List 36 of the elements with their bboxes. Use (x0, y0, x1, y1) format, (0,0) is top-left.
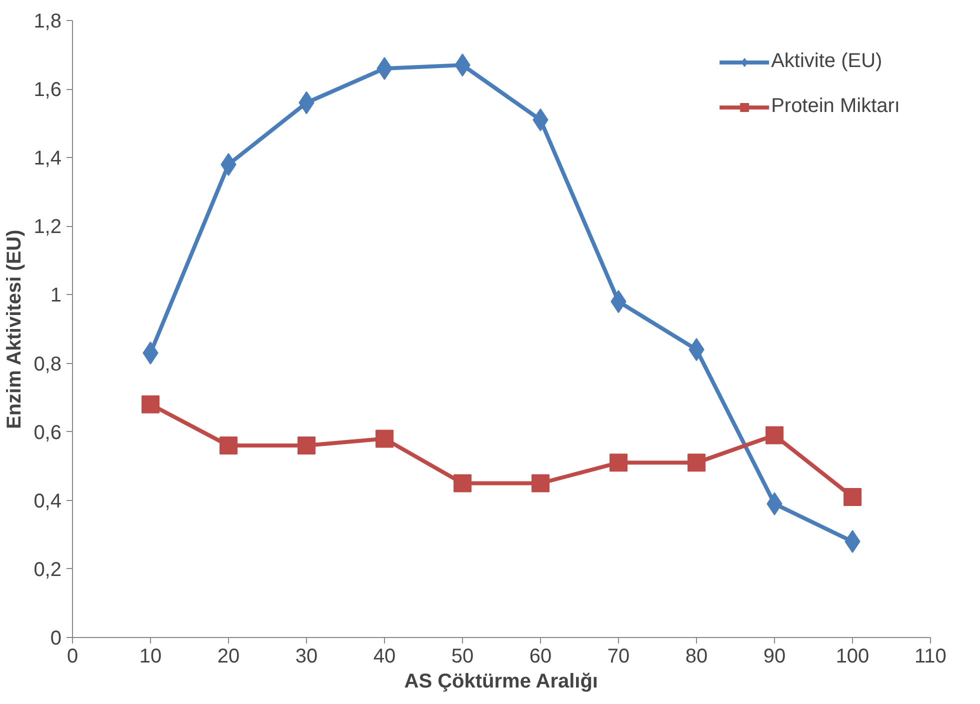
y-tick-label: 0,2 (34, 558, 62, 581)
x-tick-label: 30 (295, 646, 318, 668)
y-tick-label: 1,4 (34, 148, 62, 170)
x-tick-label: 10 (139, 646, 162, 668)
x-tick-label: 100 (836, 646, 870, 668)
legend-label: Aktivite (EU) (771, 50, 882, 73)
x-tick-label: 70 (607, 646, 630, 668)
y-tick-label: 0,6 (34, 422, 62, 444)
x-tick-label: 50 (451, 646, 474, 668)
x-tick-label: 80 (685, 646, 708, 668)
x-tick-label: 60 (529, 646, 552, 668)
point (220, 436, 238, 455)
point (688, 454, 706, 472)
y-tick-label: 0,8 (34, 353, 62, 376)
y-tick-label: 0,4 (34, 490, 62, 512)
x-tick-label: 0 (66, 646, 78, 668)
point (142, 395, 160, 414)
point (610, 454, 628, 472)
legend-label: Protein Miktarı (771, 95, 900, 118)
x-tick-label: 90 (763, 646, 786, 668)
point (298, 436, 316, 455)
x-tick-label: 40 (373, 646, 396, 668)
point (844, 488, 862, 506)
point (376, 430, 394, 448)
y-tick-label: 1,6 (34, 79, 62, 102)
point (766, 426, 784, 444)
y-tick-label: 1,8 (34, 10, 62, 32)
y-tick-label: 0 (50, 628, 62, 650)
y-tick-label: 1 (50, 284, 62, 307)
x-tick-label: 110 (914, 646, 946, 668)
point (532, 474, 550, 492)
y-axis-title: Enzim Aktivitesi (EU) (4, 230, 26, 430)
x-axis-title: AS Çöktürme Aralığı (404, 670, 598, 692)
point (454, 474, 472, 492)
y-tick-label: 1,2 (34, 216, 62, 238)
x-tick-label: 20 (217, 646, 240, 668)
